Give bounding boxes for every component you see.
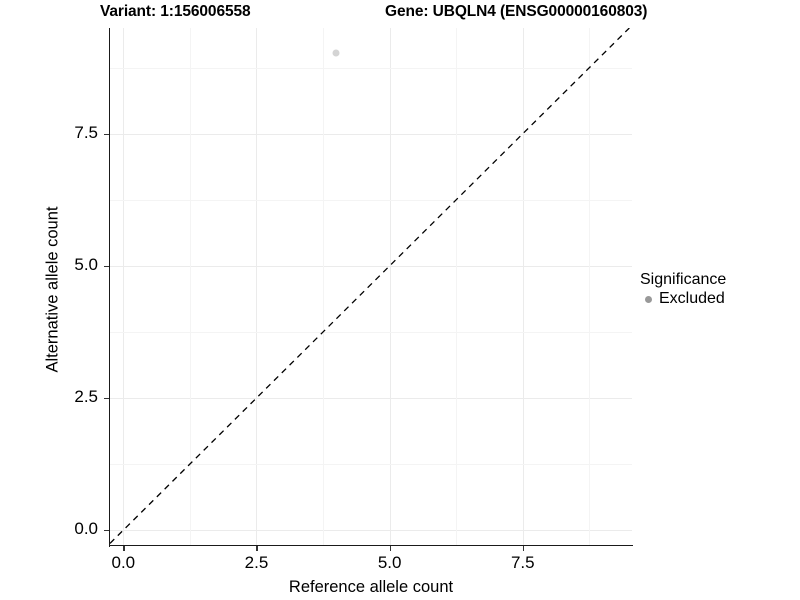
- x-axis-tick-label: 5.0: [377, 553, 402, 572]
- variant-title: Variant: 1:156006558: [100, 3, 251, 20]
- x-axis-line: [110, 545, 633, 547]
- gridline-vertical-minor: [323, 28, 325, 546]
- y-axis-tick: [104, 265, 109, 268]
- y-axis-tick-label: 7.5: [74, 122, 98, 142]
- gridline-horizontal-minor: [110, 67, 632, 69]
- gridline-horizontal: [110, 265, 632, 267]
- y-axis-tick-label: 5.0: [74, 254, 98, 274]
- x-axis-tick-label: 7.5: [510, 553, 535, 572]
- legend-item[interactable]: Excluded: [640, 290, 726, 308]
- gridline-horizontal: [110, 530, 632, 532]
- legend-item-label: Excluded: [659, 290, 725, 307]
- data-point[interactable]: [332, 49, 340, 57]
- y-axis-tick-label: 2.5: [74, 387, 98, 406]
- legend-marker-icon: [640, 291, 657, 308]
- gridline-vertical: [123, 28, 125, 546]
- x-axis-label: Reference allele count: [288, 578, 454, 596]
- gridline-vertical-minor: [189, 28, 191, 546]
- gridline-vertical: [256, 28, 258, 546]
- x-axis-tick-label: 2.5: [244, 553, 269, 572]
- x-axis-tick: [123, 546, 125, 551]
- gridline-vertical: [522, 28, 524, 546]
- gridline-vertical-minor: [589, 28, 591, 546]
- legend-title: Significance: [640, 271, 727, 288]
- y-axis-tick: [104, 530, 109, 532]
- gene-title: Gene: UBQLN4 (ENSG00000160803): [385, 3, 648, 20]
- legend-items: Excluded: [640, 290, 726, 308]
- x-axis-tick-label: 0.0: [111, 553, 136, 572]
- y-axis-tick-label: 0.0: [74, 519, 98, 539]
- plot-panel: [110, 28, 632, 546]
- x-axis-tick: [522, 546, 524, 551]
- y-axis-line: [109, 28, 111, 547]
- gridline-horizontal-minor: [110, 331, 632, 333]
- y-axis-label: Alternative allele count: [43, 206, 62, 373]
- identity-line: [110, 28, 630, 544]
- y-axis-tick: [104, 133, 109, 135]
- gridline-horizontal: [110, 398, 632, 399]
- x-axis-tick: [389, 546, 391, 551]
- gridline-horizontal-minor: [110, 464, 632, 466]
- gridline-horizontal-minor: [110, 199, 632, 201]
- legend: Significance Excluded: [640, 270, 726, 308]
- y-axis-tick: [104, 398, 109, 400]
- identity-line: [110, 28, 630, 544]
- gridline-horizontal: [110, 133, 632, 135]
- gridline-vertical-minor: [456, 28, 458, 546]
- x-axis-tick: [256, 546, 258, 551]
- gridline-vertical: [389, 28, 391, 546]
